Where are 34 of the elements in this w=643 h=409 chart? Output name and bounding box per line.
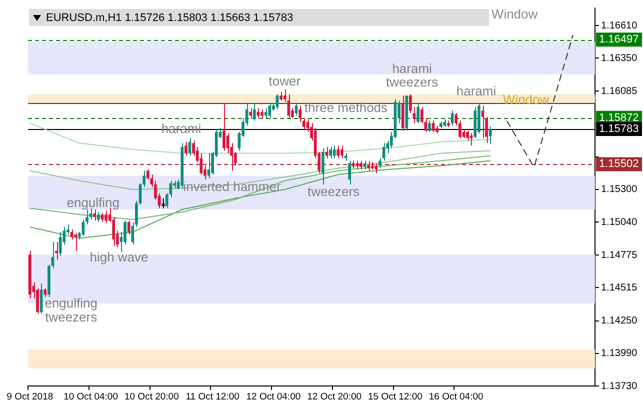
y-tick-label: 1.14515: [601, 282, 638, 294]
y-tick-label: 1.13730: [601, 380, 638, 392]
y-tick-label: 1.15040: [601, 216, 638, 228]
x-tick-label: 10 Oct 20:00: [124, 391, 179, 402]
y-tick-label: 1.16085: [601, 86, 638, 97]
ref-line-label: 1.16497: [599, 34, 639, 46]
y-tick-label: 1.15300: [601, 184, 638, 196]
y-tick-label: 1.14250: [601, 316, 638, 327]
chart-title: EURUSD.m,H1 1.15726 1.15803 1.15663 1.15783: [46, 12, 294, 24]
x-tick-label: 12 Oct 20:00: [307, 391, 362, 402]
annotation: tweezers: [45, 309, 98, 324]
ref-line-label: 1.15502: [599, 158, 639, 170]
annotation: tweezers: [308, 184, 360, 200]
y-tick-label: 1.14775: [601, 250, 638, 261]
x-tick-label: 10 Oct 04:00: [64, 391, 118, 402]
annotation: Window: [491, 6, 538, 22]
annotation: harami: [392, 60, 432, 76]
ref-line-label: 1.15783: [599, 123, 639, 136]
annotation: high wave: [90, 249, 148, 264]
x-tick-label: 11 Oct 12:00: [186, 391, 240, 402]
x-tick-label: 15 Oct 12:00: [368, 391, 422, 402]
y-tick-label: 1.16610: [601, 20, 638, 32]
ref-line-label: 1.15872: [599, 112, 639, 124]
y-tick-label: 1.13990: [601, 348, 638, 360]
annotation: tweezers: [386, 74, 439, 90]
annotation: tower: [268, 74, 302, 89]
x-tick-label: 16 Oct 04:00: [428, 391, 484, 402]
annotation: engulfing: [44, 296, 98, 311]
annotation: harami: [456, 83, 496, 98]
x-tick-label: 9 Oct 2018: [6, 391, 54, 402]
y-tick-label: 1.16350: [601, 52, 638, 64]
x-tick-label: 12 Oct 04:00: [246, 391, 301, 402]
annotation: engulfing: [66, 194, 120, 210]
annotation: three methods: [304, 100, 388, 116]
